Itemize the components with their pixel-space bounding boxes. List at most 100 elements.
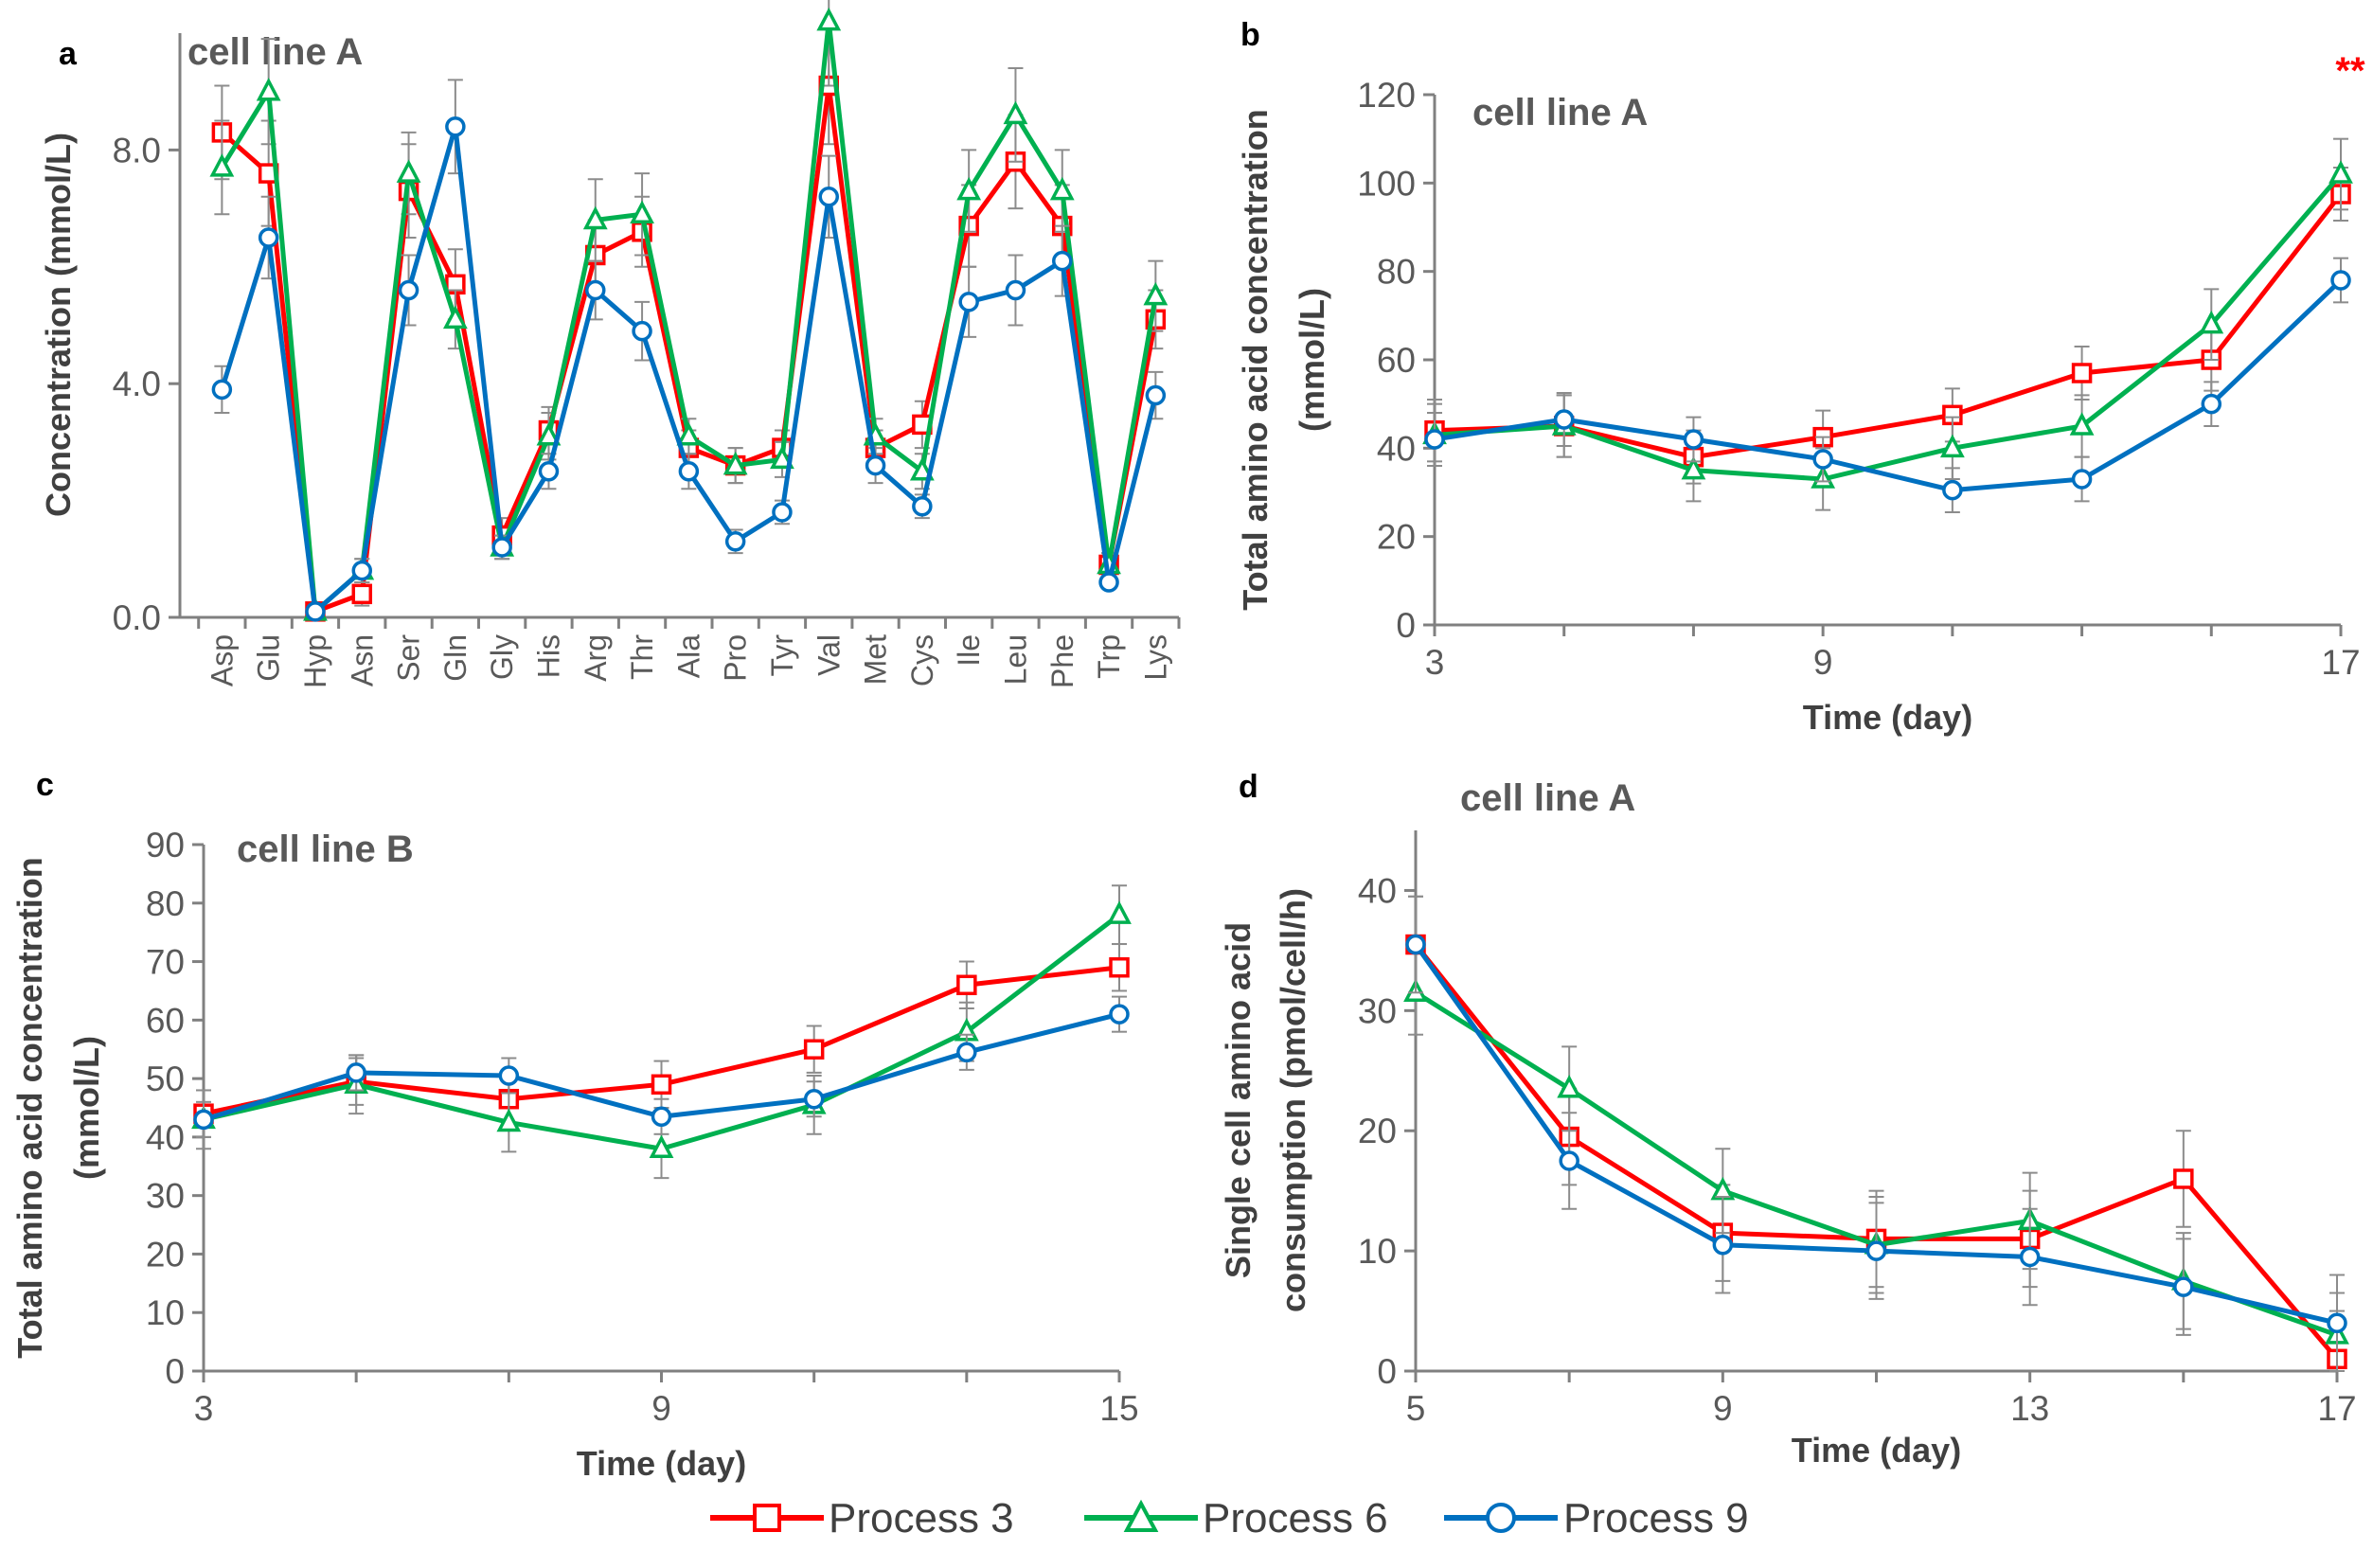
x-axis-label: Time (day)	[1792, 1431, 1961, 1470]
y-tick-label: 60	[1377, 341, 1416, 380]
y-tick-label: 40	[146, 1118, 185, 1157]
x-tick-label: 17	[2317, 1389, 2356, 1428]
legend: Process 3 Process 6 Process 9	[710, 1495, 1749, 1541]
data-point-process-6	[649, 1134, 674, 1158]
data-point-process-9	[2019, 1246, 2041, 1268]
y-tick-label: 30	[146, 1177, 185, 1216]
x-axis-label: Time (day)	[1803, 698, 1972, 737]
data-point-process-6	[209, 153, 235, 177]
data-point-process-9	[1812, 449, 1833, 470]
data-point-process-6	[2069, 412, 2095, 436]
data-point-process-9	[632, 320, 652, 342]
x-tick-label: Pro	[719, 634, 753, 682]
data-point-process-6	[2328, 160, 2353, 184]
x-tick-label: 3	[194, 1389, 214, 1428]
data-point-process-9	[1109, 1004, 1130, 1025]
x-tick-label: 13	[2010, 1389, 2049, 1428]
chart-subtitle: cell line A	[187, 31, 363, 73]
data-point-process-6	[676, 421, 702, 446]
x-tick-label: Phe	[1045, 634, 1079, 688]
data-point-process-9	[1865, 1240, 1887, 1261]
data-point-process-6	[256, 77, 281, 101]
x-tick-label: Asp	[205, 634, 239, 686]
x-tick-label: Leu	[998, 634, 1032, 685]
x-tick-label: 9	[651, 1389, 671, 1428]
chart-subtitle: cell line A	[1472, 92, 1648, 134]
data-point-process-6	[630, 200, 654, 224]
data-point-process-9	[351, 560, 373, 581]
significance-annotation: **	[2335, 50, 2365, 92]
legend-label-process-6: Process 6	[1203, 1495, 1388, 1541]
y-axis-label: Concentration (mmol/L)	[39, 133, 78, 517]
data-point-process-6	[582, 205, 608, 230]
y-tick-label: 10	[1358, 1232, 1397, 1271]
legend-label-process-3: Process 3	[829, 1495, 1014, 1541]
data-point-process-9	[305, 601, 326, 622]
chart-subtitle: cell line A	[1460, 777, 1635, 819]
data-point-process-9	[1712, 1235, 1734, 1256]
y-tick-label: 4.0	[113, 365, 161, 403]
data-point-process-6	[1710, 1176, 1736, 1201]
x-tick-label: Tyr	[765, 634, 799, 677]
data-point-process-6	[396, 159, 421, 183]
chart-subtitle: cell line B	[237, 829, 414, 870]
panel-letter: d	[1239, 769, 1258, 805]
y-tick-label: 30	[1358, 991, 1397, 1030]
panel-letter: a	[59, 36, 78, 72]
x-tick-label: Ile	[952, 634, 986, 667]
x-tick-label: Ala	[671, 634, 705, 678]
data-point-process-9	[1145, 384, 1167, 406]
data-point-process-9	[865, 454, 886, 476]
panel-letter: b	[1240, 17, 1260, 53]
x-tick-label: Gly	[485, 634, 519, 680]
x-tick-label: Glu	[252, 634, 286, 682]
y-tick-label: 90	[146, 826, 185, 864]
data-point-process-9	[1005, 279, 1026, 301]
y-tick-label: 0.0	[113, 598, 161, 637]
data-point-process-9	[258, 227, 279, 248]
y-tick-label: 80	[146, 884, 185, 923]
y-tick-label: 120	[1357, 76, 1416, 115]
legend-item-process-3: Process 3	[710, 1495, 1014, 1541]
x-tick-label: Thr	[625, 634, 659, 680]
data-point-process-6	[1003, 100, 1028, 125]
y-tick-label: 50	[146, 1060, 185, 1098]
data-point-process-6	[496, 1108, 522, 1132]
y-axis-label: (mmol/L)	[1293, 288, 1331, 432]
series-process-6	[1422, 137, 2353, 511]
y-tick-label: 10	[146, 1293, 185, 1332]
data-point-process-6	[909, 456, 935, 481]
data-point-process-9	[498, 1065, 520, 1086]
data-point-process-9	[803, 1088, 825, 1110]
x-tick-label: 3	[1425, 643, 1445, 682]
y-tick-label: 100	[1357, 164, 1416, 203]
legend-label-process-9: Process 9	[1563, 1495, 1749, 1541]
data-point-process-6	[770, 445, 794, 470]
data-point-process-9	[346, 1062, 366, 1083]
data-point-process-9	[211, 379, 233, 401]
legend-marker-square	[753, 1504, 781, 1532]
y-tick-label: 0	[1377, 1352, 1397, 1391]
y-tick-label: 20	[146, 1235, 185, 1274]
panel-b: b 0 20 40 60 80 100 120 3 9 17 Time (day) Total amin…	[1236, 17, 2365, 737]
x-tick-label: 15	[1099, 1389, 1138, 1428]
data-point-process-3	[2173, 1168, 2194, 1189]
y-tick-label: 70	[146, 943, 185, 982]
y-tick-label: 20	[1358, 1112, 1397, 1150]
data-point-process-9	[1942, 479, 1963, 501]
y-axis-label: Total amino acid concentration	[1236, 109, 1275, 610]
x-tick-label: Trp	[1092, 634, 1126, 679]
x-tick-label: Gln	[438, 634, 473, 682]
data-point-process-9	[1683, 429, 1704, 450]
data-point-process-9	[724, 531, 746, 552]
x-tick-label: Met	[859, 634, 893, 685]
data-point-process-9	[2327, 1312, 2347, 1333]
data-point-process-9	[678, 461, 700, 482]
y-axis-label: (mmol/L)	[67, 1036, 106, 1180]
data-point-process-9	[585, 279, 606, 301]
data-point-process-3	[351, 583, 373, 605]
series-process-9	[1405, 895, 2347, 1372]
data-point-process-6	[1049, 176, 1075, 201]
data-point-process-6	[723, 451, 748, 475]
data-point-process-6	[816, 7, 842, 31]
